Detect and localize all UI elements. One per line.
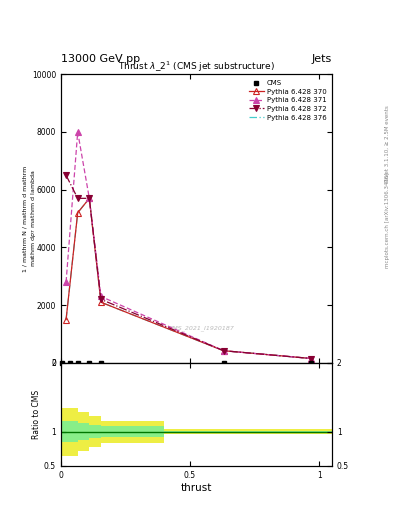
Pythia 6.428 372 (309, 355, 314, 361)
Pythia 6.428 370 (221, 348, 226, 354)
Pythia 6.428 371 (99, 293, 103, 300)
Text: mcplots.cern.ch [arXiv:1306.3436]: mcplots.cern.ch [arXiv:1306.3436] (385, 173, 389, 268)
Pythia 6.428 376 (75, 210, 80, 216)
Pythia 6.428 372 (221, 348, 226, 354)
Line: Pythia 6.428 371: Pythia 6.428 371 (63, 129, 314, 361)
Legend: CMS, Pythia 6.428 370, Pythia 6.428 371, Pythia 6.428 372, Pythia 6.428 376: CMS, Pythia 6.428 370, Pythia 6.428 371,… (247, 78, 329, 123)
Text: 13000 GeV pp: 13000 GeV pp (61, 54, 140, 64)
Line: Pythia 6.428 372: Pythia 6.428 372 (63, 172, 314, 361)
Pythia 6.428 371 (75, 129, 80, 135)
Pythia 6.428 371 (87, 195, 92, 201)
Text: Rivet 3.1.10, ≥ 2.5M events: Rivet 3.1.10, ≥ 2.5M events (385, 105, 389, 182)
CMS (75, 360, 80, 366)
Y-axis label: Ratio to CMS: Ratio to CMS (32, 390, 41, 439)
Pythia 6.428 372 (75, 195, 80, 201)
Line: Pythia 6.428 376: Pythia 6.428 376 (66, 198, 311, 358)
Y-axis label: 1 / mathrm N / mathrm d mathrm
mathrm d$p_T$ mathrm d lambda: 1 / mathrm N / mathrm d mathrm mathrm d$… (23, 165, 38, 272)
Title: Thrust $\lambda$_2$^1$ (CMS jet substructure): Thrust $\lambda$_2$^1$ (CMS jet substruc… (118, 60, 275, 74)
X-axis label: thrust: thrust (181, 482, 212, 493)
CMS (68, 360, 72, 366)
Pythia 6.428 372 (99, 296, 103, 303)
Line: CMS: CMS (60, 360, 314, 365)
Text: CMS_2021_I1920187: CMS_2021_I1920187 (169, 325, 235, 331)
Pythia 6.428 376 (309, 355, 314, 361)
Pythia 6.428 376 (87, 195, 92, 201)
Pythia 6.428 371 (309, 355, 314, 361)
Pythia 6.428 371 (64, 279, 68, 285)
CMS (99, 360, 103, 366)
Text: Jets: Jets (312, 54, 332, 64)
Pythia 6.428 370 (87, 195, 92, 201)
Pythia 6.428 370 (75, 210, 80, 216)
Pythia 6.428 370 (64, 316, 68, 323)
CMS (60, 360, 64, 366)
CMS (87, 360, 92, 366)
Pythia 6.428 376 (99, 299, 103, 305)
CMS (309, 360, 314, 366)
CMS (221, 360, 226, 366)
Pythia 6.428 372 (87, 195, 92, 201)
Pythia 6.428 370 (309, 355, 314, 361)
Line: Pythia 6.428 370: Pythia 6.428 370 (63, 195, 314, 361)
Pythia 6.428 376 (221, 348, 226, 354)
Pythia 6.428 372 (64, 172, 68, 178)
Pythia 6.428 376 (64, 316, 68, 323)
Pythia 6.428 370 (99, 299, 103, 305)
Pythia 6.428 371 (221, 348, 226, 354)
